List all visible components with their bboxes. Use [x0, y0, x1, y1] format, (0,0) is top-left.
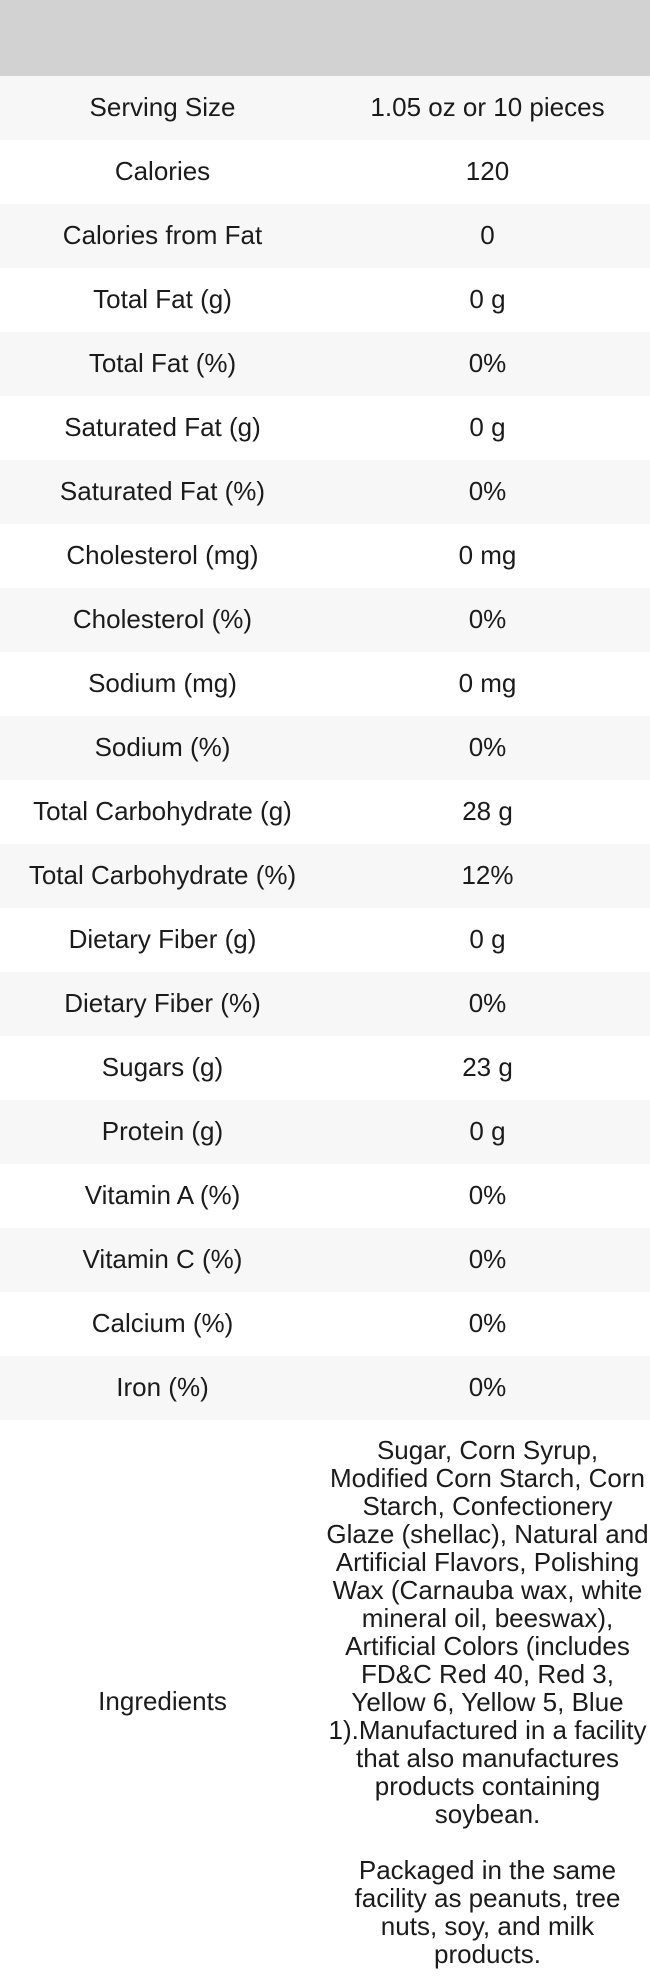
nutrient-value: 0%	[468, 1308, 507, 1339]
nutrient-value: 0 g	[469, 1116, 506, 1147]
table-row: Vitamin A (%) 0%	[0, 1164, 650, 1228]
nutrient-value: 0%	[468, 604, 507, 635]
nutrient-label: Dietary Fiber (%)	[64, 988, 261, 1019]
table-row: Calories 120	[0, 140, 650, 204]
nutrient-value: 0 g	[469, 412, 506, 443]
nutrient-label: Serving Size	[89, 92, 236, 123]
nutrient-label: Saturated Fat (%)	[59, 476, 266, 507]
nutrient-value: 0%	[468, 732, 507, 763]
nutrient-value: 0%	[468, 1244, 507, 1275]
nutrient-label: Total Carbohydrate (g)	[33, 796, 292, 827]
nutrient-value: 120	[465, 156, 510, 187]
nutrient-value: 0%	[468, 988, 507, 1019]
nutrient-value: 28 g	[462, 796, 513, 827]
product-image-placeholder	[0, 0, 650, 76]
table-row: Dietary Fiber (g) 0 g	[0, 908, 650, 972]
table-row: Iron (%) 0%	[0, 1356, 650, 1420]
nutrient-value: 0%	[468, 476, 507, 507]
nutrient-value: 0%	[468, 348, 507, 379]
nutrient-label: Total Fat (%)	[88, 348, 237, 379]
nutrient-label: Vitamin A (%)	[84, 1180, 241, 1211]
nutrient-value: 23 g	[462, 1052, 513, 1083]
nutrient-label: Protein (g)	[101, 1116, 224, 1147]
table-row: Vitamin C (%) 0%	[0, 1228, 650, 1292]
nutrient-label: Calcium (%)	[91, 1308, 234, 1339]
nutrient-label: Iron (%)	[116, 1372, 209, 1403]
table-row: Serving Size 1.05 oz or 10 pieces	[0, 76, 650, 140]
nutrient-value: 0 mg	[458, 668, 517, 699]
nutrient-label: Vitamin C (%)	[82, 1244, 243, 1275]
ingredients-paragraph-1: Sugar, Corn Syrup, Modified Corn Starch,…	[326, 1435, 649, 1829]
ingredients-text: Sugar, Corn Syrup, Modified Corn Starch,…	[325, 1432, 650, 1972]
table-row: Cholesterol (%) 0%	[0, 588, 650, 652]
table-row: Total Carbohydrate (%) 12%	[0, 844, 650, 908]
table-row: Protein (g) 0 g	[0, 1100, 650, 1164]
nutrient-value: 0%	[468, 1180, 507, 1211]
nutrient-label: Sugars (g)	[101, 1052, 224, 1083]
nutrient-value: 0 g	[469, 284, 506, 315]
table-row: Total Fat (g) 0 g	[0, 268, 650, 332]
nutrient-label: Dietary Fiber (g)	[68, 924, 257, 955]
nutrient-value: 0	[480, 220, 495, 251]
nutrient-value: 1.05 oz or 10 pieces	[370, 92, 605, 123]
nutrient-label: Saturated Fat (g)	[64, 412, 261, 443]
table-row: Sodium (%) 0%	[0, 716, 650, 780]
table-row: Saturated Fat (g) 0 g	[0, 396, 650, 460]
nutrient-label: Total Fat (g)	[93, 284, 232, 315]
nutrient-label: Total Carbohydrate (%)	[28, 860, 297, 891]
table-row: Sodium (mg) 0 mg	[0, 652, 650, 716]
table-row: Total Fat (%) 0%	[0, 332, 650, 396]
ingredients-paragraph-2: Packaged in the same facility as peanuts…	[354, 1855, 621, 1969]
nutrition-table: Serving Size 1.05 oz or 10 pieces Calories…	[0, 76, 650, 1984]
table-row: Calories from Fat 0	[0, 204, 650, 268]
table-row: Total Carbohydrate (g) 28 g	[0, 780, 650, 844]
nutrient-value: 0%	[468, 1372, 507, 1403]
nutrient-value: 0 g	[469, 924, 506, 955]
ingredients-label: Ingredients	[98, 1686, 227, 1717]
nutrient-value: 0 mg	[458, 540, 517, 571]
table-row: Saturated Fat (%) 0%	[0, 460, 650, 524]
nutrient-label: Sodium (%)	[94, 732, 231, 763]
nutrient-label: Cholesterol (mg)	[66, 540, 259, 571]
table-row: Cholesterol (mg) 0 mg	[0, 524, 650, 588]
nutrient-label: Sodium (mg)	[88, 668, 237, 699]
ingredients-row: Ingredients Sugar, Corn Syrup, Modified …	[0, 1420, 650, 1984]
table-row: Dietary Fiber (%) 0%	[0, 972, 650, 1036]
nutrient-label: Cholesterol (%)	[72, 604, 253, 635]
table-row: Calcium (%) 0%	[0, 1292, 650, 1356]
nutrient-value: 12%	[461, 860, 514, 891]
nutrient-label: Calories	[114, 156, 211, 187]
nutrient-label: Calories from Fat	[62, 220, 263, 251]
table-row: Sugars (g) 23 g	[0, 1036, 650, 1100]
